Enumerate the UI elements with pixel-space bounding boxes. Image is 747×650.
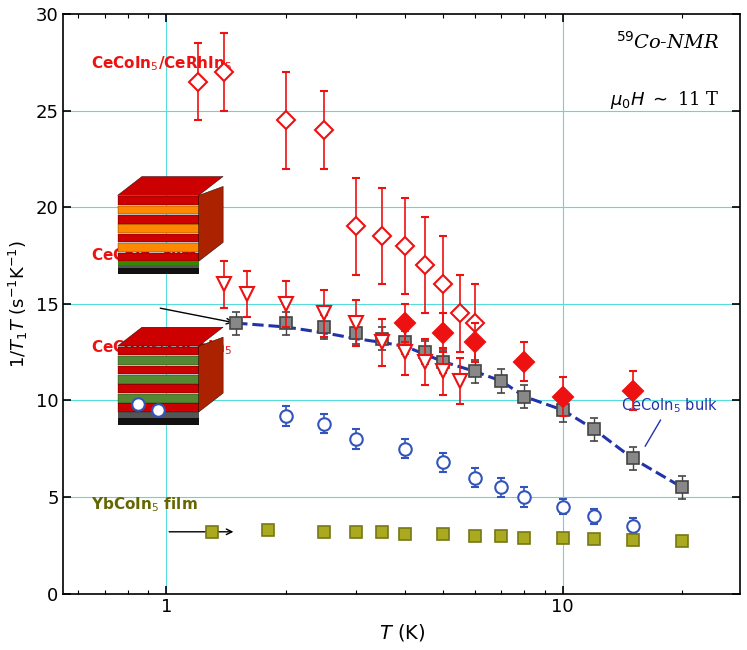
X-axis label: $T$ (K): $T$ (K) — [379, 622, 425, 643]
Text: CeCoIn$_5$ film: CeCoIn$_5$ film — [90, 246, 196, 265]
Text: YbCoIn$_5$ film: YbCoIn$_5$ film — [90, 495, 197, 514]
Text: $\mu_0H$ $\sim$ 11 T: $\mu_0H$ $\sim$ 11 T — [610, 89, 720, 111]
Text: CeCoIn$_5$/CeRhIn$_5$: CeCoIn$_5$/CeRhIn$_5$ — [90, 55, 232, 73]
Text: CeCoIn$_5$/YbCoIn$_5$: CeCoIn$_5$/YbCoIn$_5$ — [90, 339, 232, 358]
Y-axis label: 1/$T_1T$ (s$^{-1}$K$^{-1}$): 1/$T_1T$ (s$^{-1}$K$^{-1}$) — [7, 240, 30, 368]
Text: $^{59}$Co-NMR: $^{59}$Co-NMR — [616, 31, 720, 53]
Text: CeCoIn$_5$ bulk: CeCoIn$_5$ bulk — [621, 396, 718, 447]
